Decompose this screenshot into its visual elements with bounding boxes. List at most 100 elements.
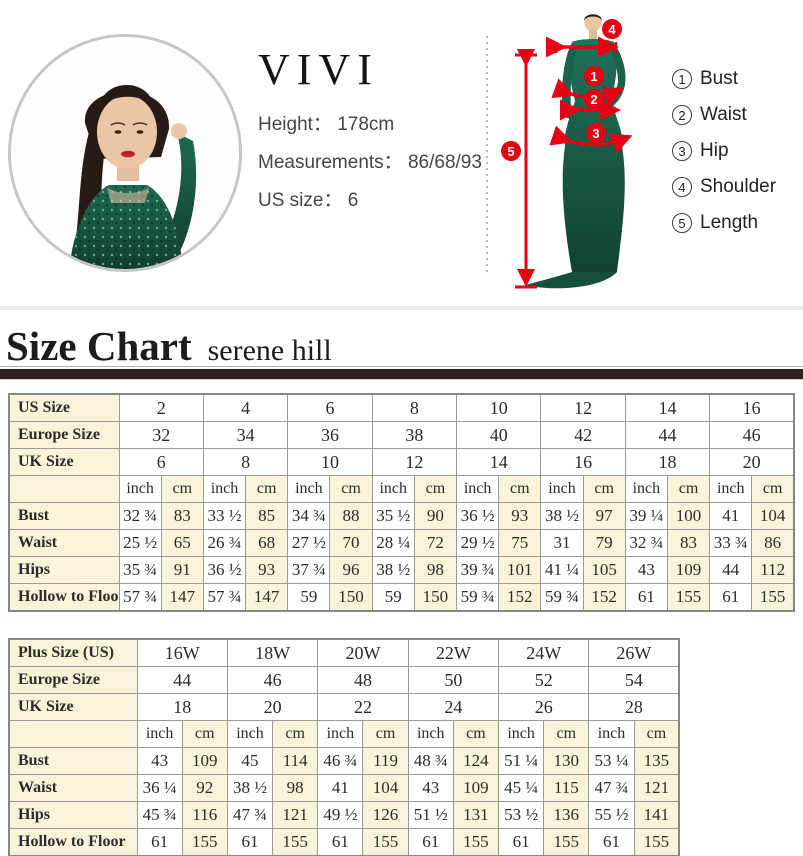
size-value-cell: 14 [624, 393, 711, 422]
cm-value-cell: 65 [160, 529, 204, 557]
svg-text:1: 1 [590, 69, 597, 84]
cm-value-cell: 97 [582, 502, 626, 530]
size-value-cell: 42 [540, 421, 626, 449]
cm-value-cell: 136 [543, 801, 590, 829]
inch-value-cell: 41 [317, 774, 364, 802]
inch-value-cell: 34 ¾ [287, 502, 331, 530]
svg-text:5: 5 [507, 144, 514, 159]
row-label: Hollow to Floor [8, 583, 120, 612]
table-row: Hips 45 ¾ 116 47 ¾ 121 49 ½ 126 51 ½ 131 53 ½ 136 5… [8, 801, 680, 829]
table-row: US Size 2 4 6 8 10 12 14 16 [8, 393, 795, 422]
cm-value-cell: 150 [329, 583, 373, 612]
inch-value-cell: 25 ½ [118, 529, 162, 557]
cm-value-cell: 86 [751, 529, 795, 557]
cm-value-cell: 130 [543, 747, 590, 775]
size-chart-heading: Size Chart serene hill [6, 322, 332, 370]
inch-value-cell: 51 ½ [407, 801, 454, 829]
size-value-cell: 38 [371, 421, 458, 449]
size-value-cell: 44 [136, 666, 228, 694]
section-separator [0, 306, 803, 310]
row-label: Europe Size [8, 421, 120, 449]
cm-value-cell: 98 [413, 556, 458, 584]
table-row: Hollow to Floor 57 ¾ 147 57 ¾ 147 59 150 59 150 5… [8, 583, 795, 612]
inch-value-cell: 38 ½ [226, 774, 274, 802]
unit-cm-cell: cm [245, 475, 289, 503]
legend-item-length: 5 Length [672, 212, 776, 234]
legend-item-shoulder: 4 Shoulder [672, 176, 776, 198]
table-row: Waist 36 ¼ 92 38 ½ 98 41 104 43 109 45 ¼ 115 47 ¾ 12… [8, 774, 680, 802]
inch-value-cell: 55 ½ [588, 801, 635, 829]
cm-value-cell: 92 [181, 774, 228, 802]
row-label: UK Size [8, 448, 120, 476]
size-value-cell: 44 [624, 421, 711, 449]
size-value-cell: 16W [136, 638, 228, 667]
inch-value-cell: 39 ¾ [455, 556, 500, 584]
measurement-figure-illustration: 1 2 3 4 5 [486, 14, 633, 289]
cm-value-cell: 150 [413, 583, 458, 612]
row-label: Bust [8, 747, 138, 775]
cm-value-cell: 155 [633, 828, 680, 856]
size-value-cell: 34 [202, 421, 289, 449]
unit-cm-cell: cm [413, 475, 458, 503]
size-value-cell: 54 [588, 666, 680, 694]
cm-value-cell: 121 [633, 774, 680, 802]
model-us-size: US size： 6 [258, 188, 482, 226]
unit-inch-cell: inch [709, 475, 753, 503]
measurements-label: Measurements [258, 152, 384, 173]
size-value-cell: 20 [709, 448, 795, 476]
legend-label-bust: Bust [700, 68, 739, 89]
unit-inch-cell: inch [407, 720, 454, 748]
cm-value-cell: 116 [181, 801, 228, 829]
cm-value-cell: 141 [633, 801, 680, 829]
unit-cm-cell: cm [362, 720, 409, 748]
cm-value-cell: 85 [245, 502, 289, 530]
colon: ： [312, 114, 332, 135]
table-row: Waist 25 ½ 65 26 ¾ 68 27 ½ 70 28 ¼ 72 29 ½ 75 31 79 3… [8, 529, 795, 557]
unit-inch-cell: inch [136, 720, 183, 748]
size-value-cell: 26W [588, 638, 680, 667]
cm-value-cell: 147 [245, 583, 289, 612]
unit-inch-cell: inch [588, 720, 635, 748]
table-row: UK Size 18 20 22 24 26 28 [8, 693, 680, 721]
inch-value-cell: 38 ½ [540, 502, 584, 530]
model-portrait-illustration [11, 37, 239, 269]
cm-value-cell: 83 [666, 529, 711, 557]
badge-waist: 2 [584, 89, 604, 109]
unit-cm-cell: cm [160, 475, 204, 503]
size-value-cell: 48 [317, 666, 409, 694]
cm-value-cell: 79 [582, 529, 626, 557]
size-value-cell: 16 [709, 393, 795, 422]
heading-bar [0, 369, 803, 380]
badge-shoulder: 4 [602, 19, 622, 39]
cm-value-cell: 126 [362, 801, 409, 829]
size-value-cell: 40 [455, 421, 542, 449]
cm-value-cell: 155 [272, 828, 319, 856]
plus-size-table: Plus Size (US) 16W 18W 20W 22W 24W 26W Europe S… [8, 638, 681, 856]
size-value-cell: 32 [118, 421, 204, 449]
standard-size-table: US Size 2 4 6 8 10 12 14 16 Europe Size 32 34 36 38 40… [8, 393, 795, 612]
inch-value-cell: 28 ¼ [371, 529, 415, 557]
inch-value-cell: 61 [709, 583, 753, 612]
unit-inch-cell: inch [371, 475, 415, 503]
cm-value-cell: 98 [272, 774, 319, 802]
inch-value-cell: 59 ¾ [455, 583, 500, 612]
unit-inch-cell: inch [497, 720, 545, 748]
unit-inch-cell: inch [455, 475, 500, 503]
row-label: Waist [8, 774, 138, 802]
svg-text:4: 4 [608, 22, 616, 37]
size-value-cell: 20W [317, 638, 409, 667]
row-label [8, 720, 138, 748]
inch-value-cell: 61 [624, 583, 668, 612]
legend-label-length: Length [700, 212, 759, 233]
cm-value-cell: 155 [181, 828, 228, 856]
inch-value-cell: 31 [540, 529, 584, 557]
cm-value-cell: 105 [582, 556, 626, 584]
us-size-label: US size [258, 190, 324, 211]
badge-length: 5 [501, 141, 521, 161]
inch-value-cell: 33 ¾ [709, 529, 753, 557]
row-label: Hollow to Floor [8, 828, 138, 856]
size-value-cell: 22 [317, 693, 409, 721]
circled-5-icon: 5 [672, 213, 692, 233]
colon: ： [383, 152, 403, 173]
unit-cm-cell: cm [666, 475, 711, 503]
